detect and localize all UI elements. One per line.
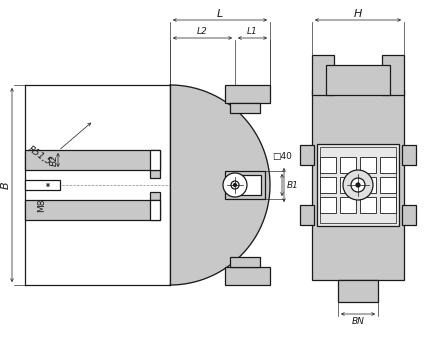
Bar [225, 171, 265, 199]
Bar [380, 177, 396, 193]
Bar [320, 147, 396, 223]
Bar [380, 197, 396, 213]
Circle shape [351, 178, 365, 192]
Bar [382, 55, 404, 95]
Text: L2: L2 [197, 28, 208, 37]
Circle shape [223, 173, 247, 197]
Bar [25, 180, 60, 190]
Bar [230, 257, 260, 267]
Circle shape [234, 183, 236, 186]
Bar [25, 150, 160, 170]
Circle shape [343, 170, 373, 200]
Bar [150, 200, 160, 220]
Text: B2: B2 [50, 154, 58, 166]
Circle shape [231, 181, 239, 189]
Text: L: L [217, 9, 223, 19]
Text: □40: □40 [272, 153, 292, 162]
Bar [360, 157, 376, 173]
Circle shape [356, 183, 360, 187]
Bar [150, 192, 160, 200]
Text: B1: B1 [287, 181, 299, 190]
Bar [150, 170, 160, 178]
Bar [25, 200, 160, 220]
Bar [402, 145, 416, 165]
Text: R51,5: R51,5 [27, 144, 53, 167]
Text: H: H [354, 9, 362, 19]
Bar [340, 157, 356, 173]
Bar [340, 197, 356, 213]
Polygon shape [170, 85, 270, 285]
Bar [300, 205, 314, 225]
Bar [320, 157, 336, 173]
Bar [360, 197, 376, 213]
Text: B: B [1, 181, 11, 189]
Bar [320, 177, 336, 193]
Bar [312, 55, 334, 95]
Bar [326, 65, 390, 95]
Bar [380, 157, 396, 173]
Bar [360, 177, 376, 193]
Bar [230, 103, 260, 113]
Bar [312, 90, 404, 280]
Bar [225, 85, 270, 103]
Bar [320, 197, 336, 213]
Bar [340, 177, 356, 193]
Text: M8: M8 [37, 198, 47, 212]
Text: L1: L1 [247, 28, 258, 37]
Bar [229, 175, 261, 195]
Bar [225, 267, 270, 285]
Bar [300, 145, 314, 165]
Text: BN: BN [351, 317, 364, 326]
Bar [338, 280, 378, 302]
Bar [317, 144, 399, 226]
Bar [150, 150, 160, 170]
Bar [402, 205, 416, 225]
